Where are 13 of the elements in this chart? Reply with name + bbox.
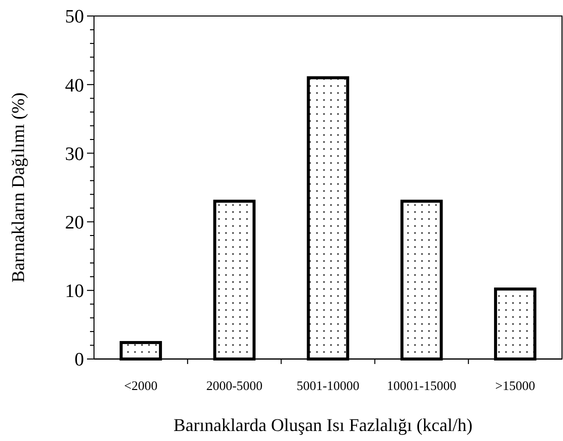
x-tick-label: 5001-10000 — [296, 378, 360, 393]
x-tick-label: >15000 — [495, 378, 536, 393]
x-axis-title: Barınaklarda Oluşan Isı Fazlalığı (kcal/h) — [174, 415, 472, 435]
x-tick-label: <2000 — [124, 378, 158, 393]
y-tick-label: 10 — [65, 281, 84, 302]
y-axis-title: Barınakların Dağılımı (%) — [8, 92, 28, 282]
y-tick-label: 30 — [65, 144, 84, 165]
y-tick-label: 0 — [74, 350, 84, 371]
y-tick-label: 20 — [65, 212, 84, 234]
y-tick-label: 40 — [65, 75, 84, 96]
y-tick-label: 50 — [65, 6, 84, 28]
x-tick-label: 2000-5000 — [206, 378, 263, 393]
x-tick-label: 10001-15000 — [386, 378, 456, 393]
